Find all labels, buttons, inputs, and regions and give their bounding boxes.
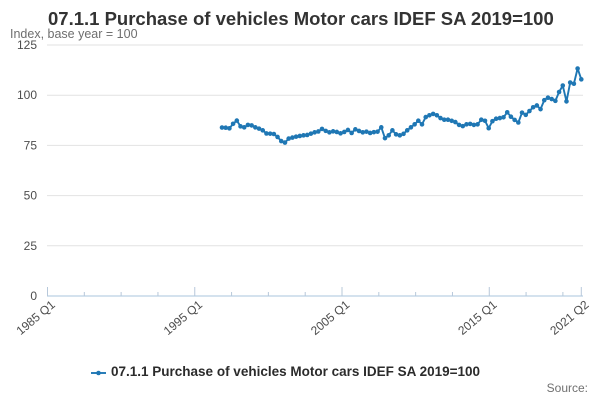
svg-text:0: 0 <box>30 289 37 303</box>
svg-text:25: 25 <box>24 239 38 253</box>
svg-text:50: 50 <box>24 189 38 203</box>
svg-text:2015 Q1: 2015 Q1 <box>455 297 500 338</box>
svg-text:100: 100 <box>17 88 37 102</box>
svg-text:1985 Q1: 1985 Q1 <box>14 297 59 338</box>
svg-text:125: 125 <box>17 38 37 52</box>
svg-text:2005 Q1: 2005 Q1 <box>308 297 353 338</box>
svg-text:1995 Q1: 1995 Q1 <box>161 297 206 338</box>
svg-text:2021 Q2: 2021 Q2 <box>547 297 592 338</box>
svg-text:75: 75 <box>24 138 38 152</box>
